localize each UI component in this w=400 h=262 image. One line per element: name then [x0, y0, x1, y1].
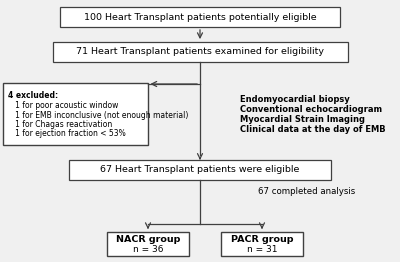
Text: Conventional echocardiogram: Conventional echocardiogram	[240, 106, 382, 114]
Text: Myocardial Strain Imaging: Myocardial Strain Imaging	[240, 116, 365, 124]
Text: Clinical data at the day of EMB: Clinical data at the day of EMB	[240, 125, 386, 134]
Text: PACR group: PACR group	[231, 234, 293, 243]
Text: 71 Heart Transplant patients examined for eligibility: 71 Heart Transplant patients examined fo…	[76, 47, 324, 57]
Bar	[60, 7, 340, 27]
Text: 100 Heart Transplant patients potentially eligible: 100 Heart Transplant patients potentiall…	[84, 13, 316, 21]
Text: 1 for poor acoustic window: 1 for poor acoustic window	[8, 101, 118, 110]
Bar	[221, 232, 303, 256]
Text: 67 Heart Transplant patients were eligible: 67 Heart Transplant patients were eligib…	[100, 166, 300, 174]
Text: Endomyocardial biopsy: Endomyocardial biopsy	[240, 96, 350, 105]
Text: 4 excluded:: 4 excluded:	[8, 91, 58, 101]
Bar	[2, 83, 148, 145]
Text: NACR group: NACR group	[116, 234, 180, 243]
Text: 1 for ejection fraction < 53%: 1 for ejection fraction < 53%	[8, 129, 125, 139]
Bar	[69, 160, 331, 180]
Bar	[107, 232, 189, 256]
Text: 1 for EMB inconclusive (not enough material): 1 for EMB inconclusive (not enough mater…	[8, 111, 188, 119]
Bar	[52, 42, 348, 62]
Text: n = 31: n = 31	[247, 244, 277, 254]
Text: 1 for Chagas reactivation: 1 for Chagas reactivation	[8, 120, 112, 129]
Text: n = 36: n = 36	[133, 244, 163, 254]
Text: 67 completed analysis: 67 completed analysis	[258, 188, 355, 196]
